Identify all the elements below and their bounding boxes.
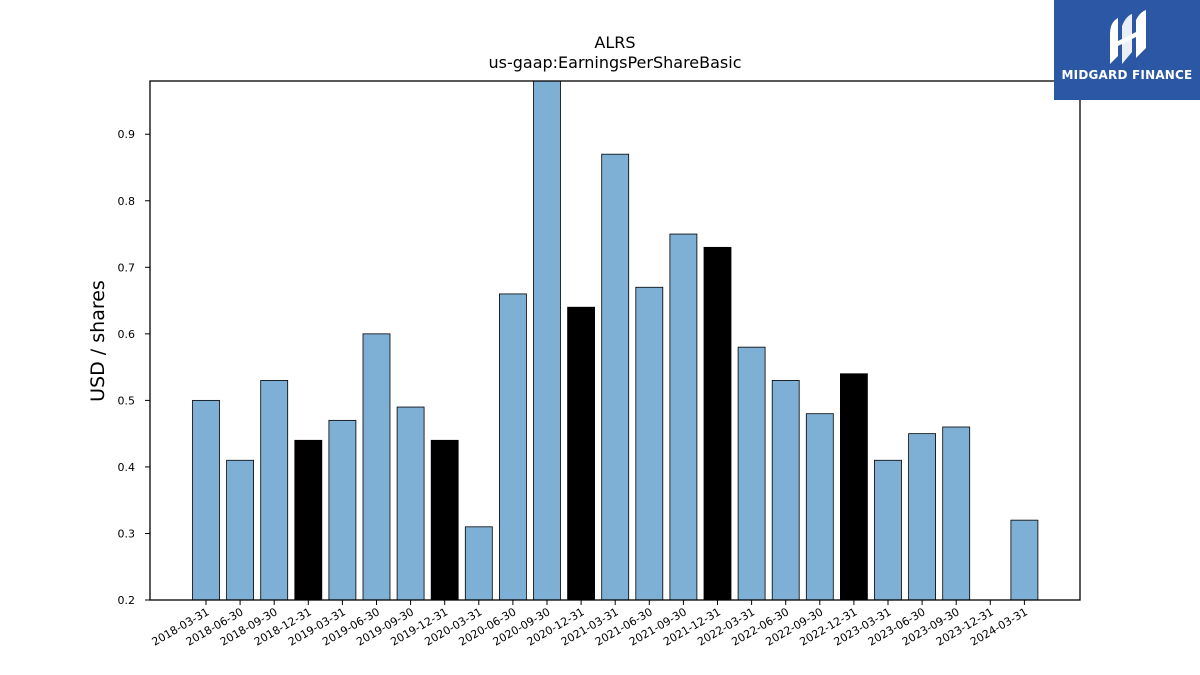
- plot-frame: [149, 80, 1081, 601]
- bar-2020-12-31: [567, 306, 595, 601]
- bar-2021-03-31: [601, 153, 630, 601]
- bar-2020-03-31: [464, 526, 493, 601]
- bar-2020-09-30: [533, 80, 561, 601]
- x-axis: 2018-03-312018-06-302018-09-302018-12-31…: [150, 600, 1030, 649]
- bar-2023-06-30: [908, 433, 936, 601]
- bar-2019-12-31: [430, 439, 459, 601]
- bars-group: [192, 80, 1039, 601]
- bar-2024-03-31: [1010, 519, 1039, 601]
- y-axis: 0.2 0.3 0.4 0.5 0.6 0.7 0.8 0.9: [118, 128, 150, 607]
- bar-2019-09-30: [396, 406, 425, 601]
- brand-name: MIDGARD FINANCE: [1061, 68, 1193, 82]
- bar-2018-12-31: [294, 439, 323, 601]
- bar-2022-09-30: [805, 413, 834, 601]
- bar-2022-03-31: [737, 346, 766, 601]
- chart-subtitle: us-gaap:EarningsPerShareBasic: [488, 53, 741, 72]
- y-axis-label: USD / shares: [87, 280, 109, 402]
- y-tick-label-0.7: 0.7: [118, 261, 136, 274]
- bar-2021-06-30: [635, 286, 664, 601]
- midgard-logo-icon: [1110, 10, 1146, 64]
- bar-2022-06-30: [771, 380, 800, 601]
- bar-2018-03-31: [192, 399, 220, 601]
- bar-2018-06-30: [226, 459, 255, 601]
- y-tick-label-0.3: 0.3: [118, 527, 136, 540]
- bar-2023-03-31: [874, 459, 902, 601]
- brand-logo: MIDGARD FINANCE: [1054, 0, 1200, 100]
- y-tick-label-0.2: 0.2: [118, 594, 136, 607]
- bar-2018-09-30: [260, 380, 289, 601]
- y-tick-label-0.6: 0.6: [118, 328, 136, 341]
- y-tick-label-0.8: 0.8: [118, 195, 136, 208]
- bar-2021-09-30: [669, 233, 698, 601]
- chart-title: ALRS: [594, 33, 635, 52]
- bar-2022-12-31: [840, 373, 868, 601]
- y-tick-label-0.9: 0.9: [118, 128, 136, 141]
- bar-2019-06-30: [362, 333, 391, 601]
- bar-2023-09-30: [942, 426, 971, 601]
- bar-2021-12-31: [703, 246, 732, 601]
- bar-2019-03-31: [328, 419, 357, 601]
- y-tick-label-0.4: 0.4: [118, 461, 136, 474]
- y-tick-label-0.5: 0.5: [118, 394, 136, 407]
- bar-2020-06-30: [498, 293, 527, 601]
